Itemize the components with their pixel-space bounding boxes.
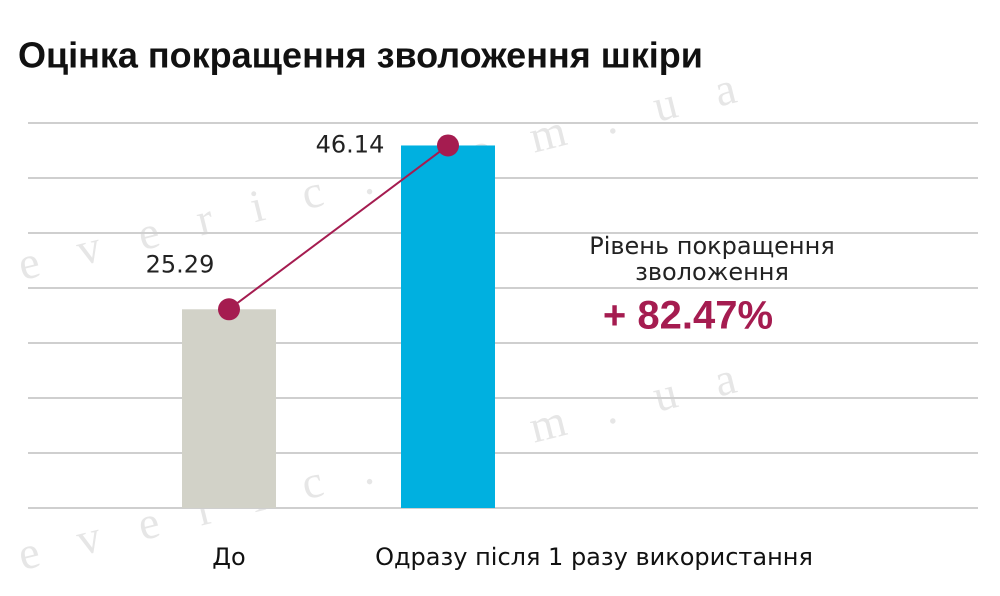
trend-marker [437, 134, 459, 157]
x-tick-label: До [212, 543, 245, 571]
chart-title: Оцінка покращення зволоження шкіри [18, 35, 703, 76]
annotation-line: Рівень покращення [589, 232, 835, 260]
bar [401, 145, 495, 508]
bar [182, 309, 276, 508]
trend-marker [218, 298, 240, 321]
annotation: Рівень покращення зволоження [589, 232, 835, 286]
annotation-value: + 82.47% [603, 294, 773, 338]
trend-line [228, 144, 449, 311]
x-tick-label: Одразу після 1 разу використання [375, 543, 813, 571]
annotation-line: зволоження [635, 258, 789, 286]
value-label: 46.14 [316, 130, 385, 158]
grid [28, 122, 978, 509]
value-label: 25.29 [146, 250, 215, 278]
